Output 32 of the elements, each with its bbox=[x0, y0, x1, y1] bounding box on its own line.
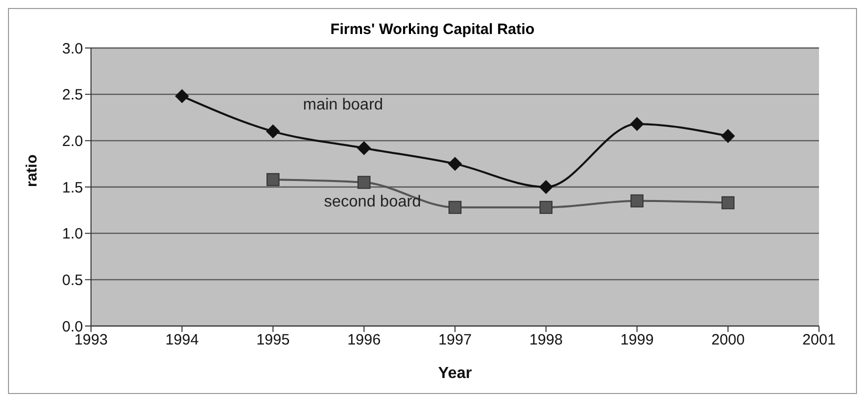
y-tick-label: 3.0 bbox=[62, 40, 83, 58]
y-tick-label: 2.5 bbox=[62, 86, 83, 104]
y-tick-label: 2.0 bbox=[62, 132, 83, 150]
point bbox=[266, 173, 280, 186]
x-tick-label: 1998 bbox=[529, 332, 563, 349]
x-tick-label: 2001 bbox=[802, 332, 836, 349]
point bbox=[266, 124, 280, 138]
x-axis-title: Year bbox=[438, 365, 472, 382]
point bbox=[357, 141, 371, 156]
x-tick-label: 1995 bbox=[256, 332, 290, 349]
y-tick-label: 1.0 bbox=[62, 226, 83, 243]
point bbox=[448, 156, 462, 171]
x-tick-label: 1997 bbox=[438, 332, 472, 349]
point bbox=[540, 200, 552, 214]
series-label: second board bbox=[324, 193, 421, 210]
series-label: main board bbox=[303, 96, 384, 114]
point bbox=[721, 129, 735, 144]
x-tick-label: 1996 bbox=[347, 332, 381, 349]
point bbox=[358, 176, 370, 189]
chart-title: Firms' Working Capital Ratio bbox=[329, 21, 536, 38]
point bbox=[175, 89, 189, 104]
point bbox=[630, 194, 644, 208]
point bbox=[722, 196, 734, 210]
y-axis-title: ratio bbox=[23, 154, 40, 187]
point bbox=[630, 116, 644, 131]
x-tick-label: 1999 bbox=[620, 332, 654, 349]
x-tick-label: 2000 bbox=[711, 332, 745, 349]
x-tick-label: 1994 bbox=[165, 332, 199, 349]
y-tick-label: 0.5 bbox=[62, 272, 83, 289]
point bbox=[448, 200, 462, 214]
point bbox=[539, 180, 553, 194]
y-tick-label: 1.5 bbox=[62, 179, 83, 196]
